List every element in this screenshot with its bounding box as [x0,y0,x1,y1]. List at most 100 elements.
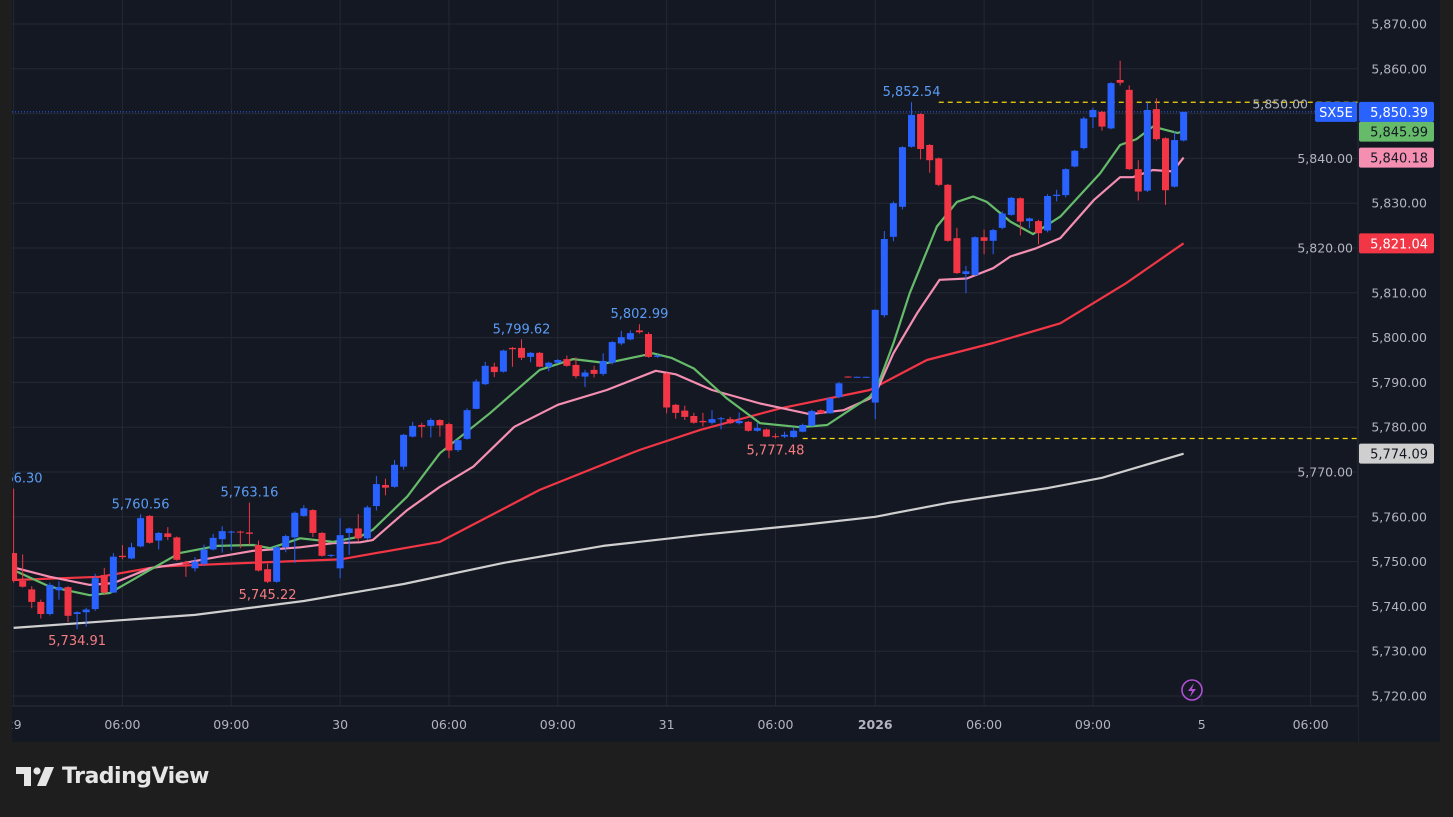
candle-body [545,362,553,367]
candle-body [790,430,798,438]
candle [227,530,235,551]
candle-body [608,342,616,363]
price-axis-labels: 5,870.00 5,860.00 5,850.00 5,840.00 5,830.00… [1252,17,1427,704]
candle [799,423,807,433]
price-tick-label: 5,820.00 [1297,241,1353,256]
price-tick-label: 5,720.00 [1371,689,1427,704]
candle-body [554,360,562,363]
candle [518,339,526,360]
tradingview-logo[interactable]: TradingView [16,764,209,789]
candle-body [781,434,789,437]
candle-body [953,238,961,274]
candle [1089,107,1097,128]
reference-lines [12,101,1358,440]
candle [617,330,625,346]
candle-body [944,184,952,241]
moving-average-value-label: 5,821.04 [1359,233,1434,254]
candle [1044,194,1052,233]
candle [1053,189,1061,202]
candle-body [926,144,934,161]
moving-average-value-label: 5,774.09 [1359,443,1434,464]
candle-body [400,434,408,467]
candle-body [599,360,607,374]
candle-body [1107,83,1115,129]
candle [853,376,861,378]
candle-body [1044,196,1052,231]
candle-body [109,556,117,593]
candle-body [681,410,689,417]
candle [400,433,408,470]
candle-body [980,237,988,241]
candle-body [318,532,326,556]
candle [309,509,317,537]
candle-body [490,366,498,373]
candle-body [744,421,752,431]
candle-body [817,410,825,414]
candle-body [273,547,281,582]
candle-body [844,376,852,378]
candle [137,514,145,548]
candle [327,554,335,558]
time-axis[interactable] [12,706,1358,742]
candle-body [445,424,453,451]
lightning-icon[interactable] [1181,679,1203,701]
time-tick-label: 2026 [858,717,893,732]
candle [908,102,916,148]
high-label: 5,760.56 [112,497,170,512]
candle-body [1125,89,1133,170]
candle-body [472,381,480,409]
chart-background [12,0,1440,742]
price-labels: 5,774.09 5,821.04 5,840.18 5,845.99 5,850.39… [1315,101,1434,464]
candle-body [245,532,253,534]
candle [209,533,217,551]
candle-body [753,428,761,431]
candle [898,146,906,210]
candle-body [917,114,925,149]
candle-body [771,436,779,438]
candle [445,422,453,459]
candle-body [146,515,154,543]
candle-body [563,359,571,366]
time-tick-label: 09:00 [540,717,576,732]
candle-body [391,464,399,487]
candle [1125,85,1133,171]
candle [508,347,516,367]
candle-body [381,484,389,488]
time-tick-label: 06:00 [966,717,1002,732]
moving-averages [13,125,1185,629]
moving-average-value-label-text: 5,840.18 [1370,152,1428,167]
candle-body [590,369,598,374]
high-label: 5,852.54 [883,85,941,100]
candle-body [46,584,54,615]
time-tick-label: 06:00 [431,717,467,732]
candle-body [481,365,489,385]
candle-body [363,507,371,539]
moving-average-value-label-background [1359,147,1434,168]
candle-body [527,352,535,357]
candle [762,428,770,438]
candle-body [708,419,716,423]
candle-body [372,484,380,507]
time-tick-label: 06:00 [104,717,140,732]
candle-body [118,555,126,558]
tradingview-logo-icon [16,766,54,786]
candle [1007,196,1015,216]
moving-average-value-label-text: 5,774.09 [1370,448,1428,463]
candle-body [989,230,997,241]
candle-body [935,158,943,185]
candle [282,534,290,553]
candle [590,365,598,378]
candle-body [309,510,317,533]
candle [472,379,480,410]
candle [1171,131,1179,188]
candle [109,553,117,593]
candle-body [82,609,90,613]
price-tick-label: 5,860.00 [1371,61,1427,76]
candle-body [862,376,870,378]
candle-body [962,271,970,274]
candle-body [1025,218,1033,222]
candle [1071,149,1079,168]
candle-body [1035,221,1043,234]
candle [463,408,471,440]
